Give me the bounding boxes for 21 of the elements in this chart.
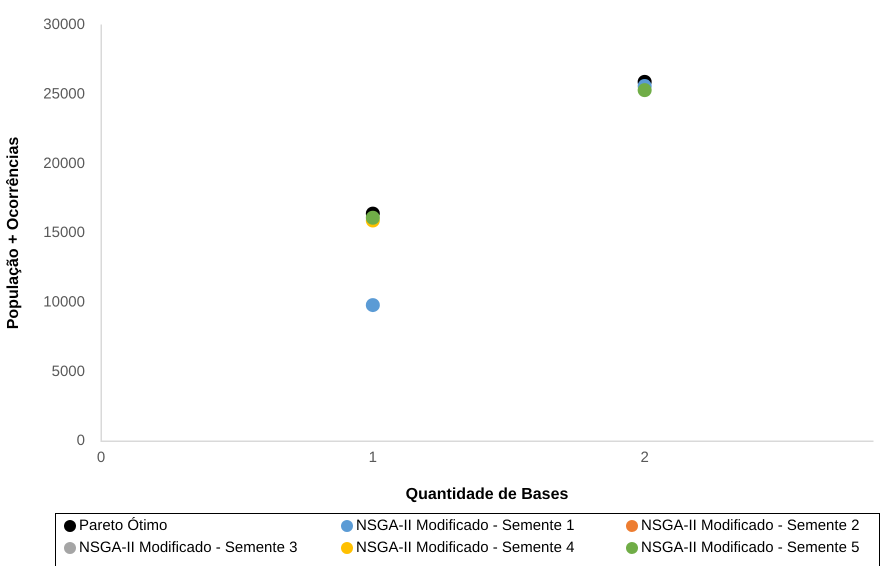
point xyxy=(366,210,380,225)
legend-label: NSGA-II Modificado - Semente 4 xyxy=(356,539,574,556)
x-tick-label: 2 xyxy=(640,449,649,466)
y-tick-label: 10000 xyxy=(43,293,85,310)
y-tick-label: 30000 xyxy=(43,16,85,34)
legend-label: Pareto Ótimo xyxy=(79,517,168,534)
legend-label: NSGA-II Modificado - Semente 3 xyxy=(79,539,298,556)
y-tick-label: 20000 xyxy=(43,154,85,172)
y-tick-label: 5000 xyxy=(52,362,85,380)
y-tick-label: 0 xyxy=(76,432,85,450)
legend-label: NSGA-II Modificado - Semente 1 xyxy=(356,517,574,534)
x-tick-label: 1 xyxy=(368,449,378,466)
point xyxy=(638,83,652,98)
y-axis-title: População + Ocorrências xyxy=(5,136,22,330)
legend-label: NSGA-II Modificado - Semente 2 xyxy=(641,517,860,534)
legend-label: NSGA-II Modificado - Semente 5 xyxy=(641,539,860,556)
x-tick-label: 0 xyxy=(96,449,106,466)
x-axis-title: Quantidade de Bases xyxy=(406,486,568,503)
y-tick-label: 15000 xyxy=(43,224,85,242)
point xyxy=(366,298,380,312)
y-tick-label: 25000 xyxy=(43,85,85,102)
